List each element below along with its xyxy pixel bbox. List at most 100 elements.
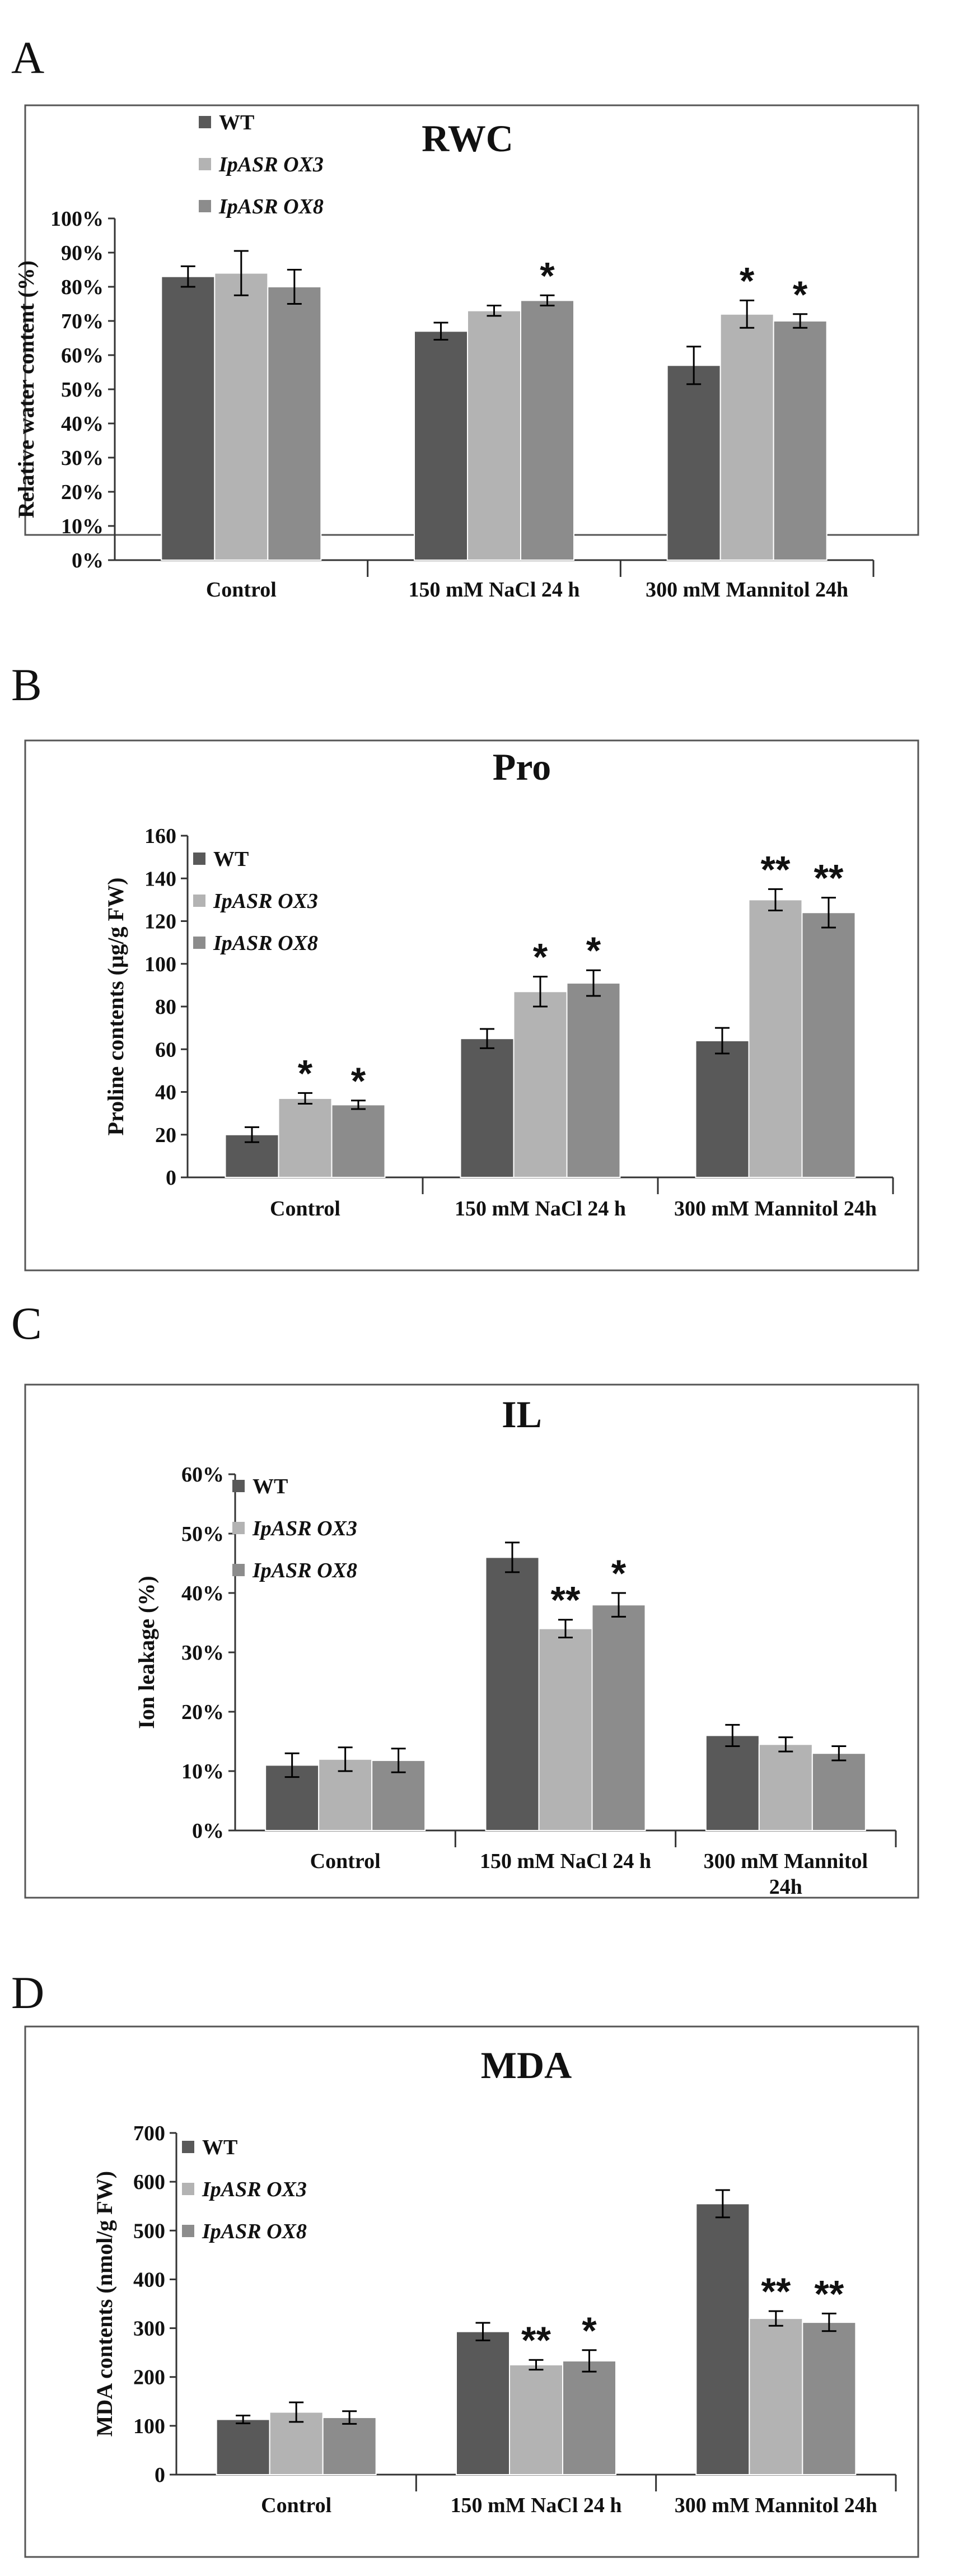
y-tick-label: 30% (61, 446, 104, 470)
bar (562, 2360, 616, 2475)
y-axis-label: MDA contents (nmol/g FW) (92, 2171, 117, 2437)
bar (267, 286, 322, 561)
y-tick-label: 40% (61, 412, 104, 436)
significance-mark: * (582, 2309, 597, 2352)
x-tick-label: 150 mM NaCl 24 h (455, 1197, 626, 1221)
legend-swatch (182, 2141, 194, 2153)
significance-mark: * (533, 936, 548, 979)
y-tick-label: 40% (181, 1582, 224, 1605)
x-tick-label: 150 mM NaCl 24 h (450, 2494, 621, 2517)
significance-mark: * (611, 1552, 627, 1595)
bar (695, 2203, 750, 2476)
significance-mark: * (540, 254, 555, 297)
bar (811, 1753, 866, 1831)
panel-letter: A (11, 32, 44, 83)
chart-title: Pro (493, 746, 551, 788)
y-axis-label: Ion leakage (%) (134, 1576, 159, 1729)
bar (695, 1040, 750, 1178)
y-tick-label: 0% (192, 1819, 224, 1843)
x-tick-label: Control (206, 578, 277, 602)
bar (216, 2419, 270, 2476)
bar (485, 1557, 540, 1831)
panel-letter: B (11, 659, 42, 710)
legend-label: WT (202, 2136, 237, 2159)
panel-frame (24, 2025, 919, 2558)
legend-label: WT (253, 1475, 288, 1498)
y-tick-label: 80% (61, 276, 104, 299)
bar (748, 899, 803, 1178)
chart-panel-b: B Pro 0 20 40 60 80 100 120 140 160 Proline content… (11, 659, 919, 1271)
y-tick-label: 20 (155, 1124, 176, 1147)
bar (467, 310, 521, 561)
significance-mark: * (351, 1060, 366, 1102)
bar (456, 2331, 510, 2475)
chart-title: IL (502, 1393, 542, 1436)
y-tick-label: 30% (181, 1641, 224, 1665)
bar (414, 330, 468, 561)
y-tick-label: 0 (166, 1166, 176, 1190)
significance-mark: ** (814, 857, 844, 900)
panel-letter: D (11, 1967, 44, 2018)
legend-label: IpASR OX3 (218, 153, 324, 176)
significance-mark: ** (761, 848, 791, 891)
significance-mark: * (740, 259, 755, 302)
y-tick-label: 60% (181, 1463, 224, 1487)
bar (509, 2364, 563, 2476)
legend-label: IpASR OX8 (252, 1559, 357, 1582)
legend-swatch (232, 1480, 245, 1492)
legend-label: IpASR OX8 (202, 2220, 307, 2243)
y-tick-label: 100 (133, 2415, 165, 2438)
panel-frame (24, 1384, 919, 1899)
y-tick-label: 90% (61, 241, 104, 265)
y-tick-label: 10% (181, 1760, 224, 1783)
y-tick-label: 50% (61, 378, 104, 402)
chart-title: MDA (481, 2044, 572, 2086)
legend-swatch (182, 2183, 194, 2195)
bar (802, 2322, 857, 2475)
bar (705, 1735, 760, 1831)
y-tick-label: 160 (144, 824, 176, 848)
y-tick-label: 20% (61, 481, 104, 504)
legend-swatch (193, 895, 205, 907)
y-tick-label: 140 (144, 867, 176, 891)
legend-swatch (182, 2225, 194, 2237)
y-tick-label: 500 (133, 2219, 165, 2243)
x-tick-label: Control (261, 2494, 331, 2517)
bar (322, 2417, 377, 2476)
significance-mark: ** (761, 2270, 791, 2313)
x-tick-label: 300 mM Mannitol 24h (646, 578, 848, 602)
legend-swatch (199, 158, 211, 170)
y-tick-label: 60% (61, 344, 104, 367)
x-tick-label: 150 mM NaCl 24 h (408, 578, 579, 602)
bar (520, 300, 574, 561)
legend-label: IpASR OX3 (213, 889, 318, 913)
significance-mark: ** (521, 2319, 551, 2361)
chart-title: RWC (422, 117, 513, 160)
bar (666, 365, 721, 561)
y-axis-label: Relative water content (%) (13, 260, 39, 518)
legend-swatch (199, 116, 211, 128)
x-tick-label: Control (270, 1197, 340, 1221)
y-tick-label: 600 (133, 2170, 165, 2194)
significance-mark: * (298, 1052, 313, 1094)
x-tick-label: 300 mM Mannitol 24h (675, 2494, 877, 2517)
significance-mark: * (793, 273, 808, 316)
bar (538, 1628, 593, 1832)
significance-mark: ** (551, 1579, 581, 1622)
y-tick-label: 50% (181, 1522, 224, 1546)
legend-label: IpASR OX3 (252, 1517, 357, 1540)
x-tick-label: 300 mM Mannitol 24h (674, 1197, 877, 1221)
y-tick-label: 200 (133, 2366, 165, 2389)
bar (719, 313, 774, 561)
legend-swatch (193, 853, 205, 865)
y-tick-label: 700 (133, 2122, 165, 2145)
chart-panel-c: C IL 0% 10% 20% 30% 40% 50% 60% Ion leakage (%) Co… (11, 1298, 919, 1899)
bar (214, 272, 269, 561)
bar (801, 912, 856, 1178)
chart-panel-d: D MDA 0 100 200 300 400 500 600 700 MDA contents (… (11, 1967, 919, 2558)
legend-swatch (232, 1522, 245, 1534)
bar (749, 2318, 803, 2476)
y-tick-label: 100% (50, 207, 104, 231)
y-tick-label: 20% (181, 1701, 224, 1724)
